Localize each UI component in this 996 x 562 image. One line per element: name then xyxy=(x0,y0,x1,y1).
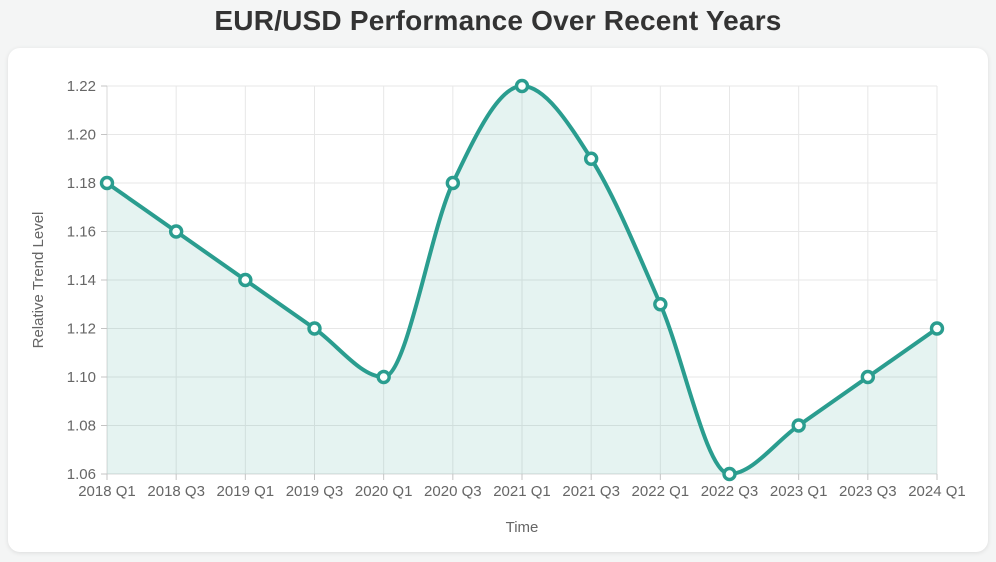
x-tick-label: 2020 Q3 xyxy=(424,483,482,500)
data-point[interactable] xyxy=(583,151,599,166)
data-point[interactable] xyxy=(445,175,461,191)
y-tick-label: 1.12 xyxy=(67,321,96,338)
gridlines xyxy=(106,85,938,475)
data-point[interactable] xyxy=(307,321,322,336)
y-tick-label: 1.10 xyxy=(67,369,96,386)
x-tick-label: 2022 Q3 xyxy=(701,483,759,500)
data-point[interactable] xyxy=(238,272,253,288)
x-tick-label: 2019 Q1 xyxy=(217,483,275,500)
x-tick-label: 2021 Q1 xyxy=(493,483,551,500)
y-axis-title: Relative Trend Level xyxy=(30,212,47,349)
data-point[interactable] xyxy=(722,466,737,482)
x-axis-title: Time xyxy=(506,519,539,536)
data-point[interactable] xyxy=(168,224,184,239)
y-tick-label: 1.06 xyxy=(67,466,96,483)
x-tick-label: 2018 Q1 xyxy=(78,483,136,500)
y-tick-label: 1.14 xyxy=(67,272,96,289)
data-point[interactable] xyxy=(653,297,668,312)
x-tick-label: 2021 Q3 xyxy=(562,483,620,500)
y-tick-label: 1.22 xyxy=(67,78,96,95)
data-points xyxy=(99,78,945,482)
x-tick-label: 2023 Q3 xyxy=(839,483,897,500)
x-tick-label: 2023 Q1 xyxy=(770,483,828,500)
x-tick-label: 2018 Q3 xyxy=(147,483,205,500)
area-fill xyxy=(107,86,937,474)
y-tick-label: 1.18 xyxy=(67,175,96,192)
x-tick-label: 2022 Q1 xyxy=(632,483,690,500)
y-tick-label: 1.16 xyxy=(67,224,96,241)
x-tick-label: 2020 Q1 xyxy=(355,483,413,500)
chart-card: 1.06 1.08 1.10 1.12 1.14 1.16 1.18 1.20 1.22 201… xyxy=(8,48,988,552)
line-chart: 1.06 1.08 1.10 1.12 1.14 1.16 1.18 1.20 1.22 201… xyxy=(30,78,966,536)
data-point[interactable] xyxy=(929,321,945,336)
y-tick-label: 1.08 xyxy=(67,418,96,435)
data-point[interactable] xyxy=(99,175,115,191)
data-point[interactable] xyxy=(791,418,806,433)
y-tick-labels: 1.06 1.08 1.10 1.12 1.14 1.16 1.18 1.20 1.22 xyxy=(67,78,96,483)
y-tick-label: 1.20 xyxy=(67,127,96,144)
data-point[interactable] xyxy=(376,369,391,385)
data-point[interactable] xyxy=(860,369,876,385)
page-title: EUR/USD Performance Over Recent Years xyxy=(214,5,782,36)
x-tick-label: 2024 Q1 xyxy=(908,483,966,500)
data-point[interactable] xyxy=(514,78,530,94)
x-tick-label: 2019 Q3 xyxy=(286,483,344,500)
x-tick-labels: 2018 Q1 2018 Q3 2019 Q1 2019 Q3 2020 Q1 2020 … xyxy=(78,483,966,500)
